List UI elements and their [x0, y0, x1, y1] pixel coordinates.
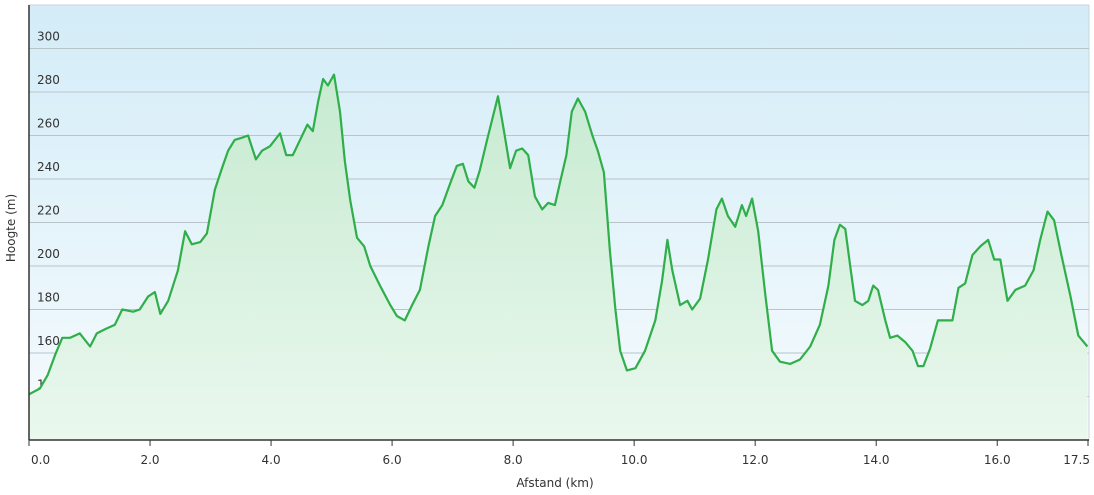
x-tick-label: 16.0: [984, 453, 1011, 467]
y-tick-label: 260: [37, 117, 60, 131]
y-tick-label: 200: [37, 247, 60, 261]
x-tick-label: 6.0: [383, 453, 402, 467]
x-tick-label: 12.0: [742, 453, 769, 467]
x-tick-label: 0.0: [31, 453, 50, 467]
y-tick-label: 180: [37, 291, 60, 305]
y-tick-label: 300: [37, 30, 60, 44]
x-tick-label: 2.0: [140, 453, 159, 467]
x-tick-label: 8.0: [504, 453, 523, 467]
elevation-line: [28, 73, 1089, 396]
x-axis-title: Afstand (km): [516, 476, 593, 490]
y-tick-label: 240: [37, 160, 60, 174]
y-tick-label: 160: [37, 334, 60, 348]
y-tick-label: 280: [37, 73, 60, 87]
y-tick-label: 220: [37, 204, 60, 218]
y-axis-title: Hoogte (m): [4, 194, 18, 262]
x-tick-label: 14.0: [863, 453, 890, 467]
x-tick-label: 10.0: [621, 453, 648, 467]
x-tick-label: 17.5: [1063, 453, 1090, 467]
area-fill: [29, 74, 1088, 440]
x-tick-label: 4.0: [262, 453, 281, 467]
